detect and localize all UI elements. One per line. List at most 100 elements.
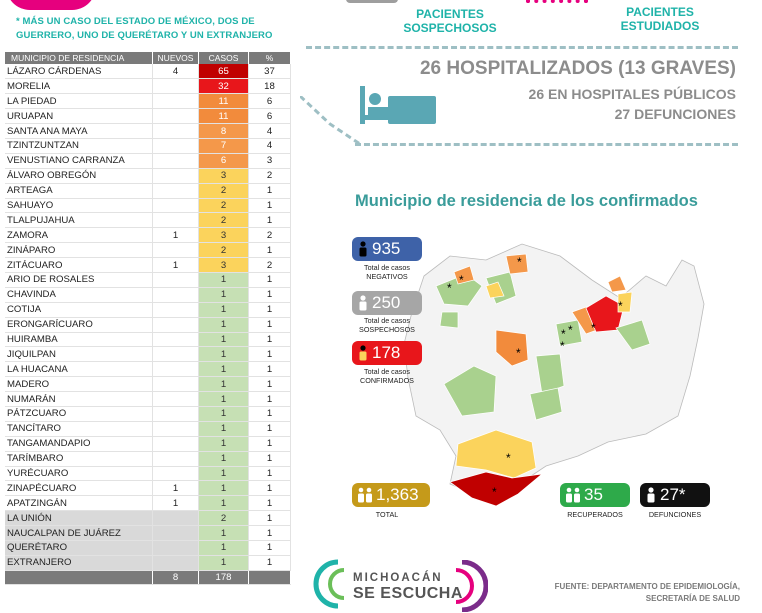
municipio-cell: SAHUAYO bbox=[5, 198, 153, 214]
total-nuevos: 8 bbox=[152, 570, 199, 585]
pct-cell: 1 bbox=[248, 183, 291, 199]
table-row: ZAMORA 1 3 2 bbox=[5, 227, 291, 244]
top-bar-pink bbox=[526, 0, 588, 3]
header-casos: CASOS bbox=[198, 52, 249, 64]
municipio-cell: ZINAPÉCUARO bbox=[5, 480, 153, 497]
pct-cell: 1 bbox=[248, 555, 291, 571]
person-icon bbox=[647, 487, 655, 503]
table-row: URUAPAN 11 6 bbox=[5, 108, 291, 125]
pct-cell: 37 bbox=[248, 64, 291, 80]
casos-cell: 1 bbox=[198, 332, 249, 348]
map-star: * bbox=[517, 255, 522, 269]
pct-cell: 1 bbox=[248, 480, 291, 497]
table-row: MORELIA 32 18 bbox=[5, 78, 291, 95]
casos-cell: 1 bbox=[198, 421, 249, 437]
casos-cell: 6 bbox=[198, 153, 249, 169]
defunciones-text: 27 DEFUNCIONES bbox=[614, 106, 736, 122]
nuevos-cell: 1 bbox=[152, 227, 199, 244]
table-row: TANGAMANDAPIO 1 1 bbox=[5, 436, 291, 452]
map-region-red bbox=[585, 295, 625, 333]
table-row: CHAVINDA 1 1 bbox=[5, 287, 291, 303]
hospitales-publicos-text: 26 EN HOSPITALES PÚBLICOS bbox=[528, 86, 736, 102]
casos-cell: 1 bbox=[198, 495, 249, 512]
pct-cell: 1 bbox=[248, 361, 291, 378]
map-star: * bbox=[492, 485, 497, 499]
nuevos-cell bbox=[152, 183, 199, 199]
table-row: YURÉCUARO 1 1 bbox=[5, 466, 291, 482]
municipio-cell: VENUSTIANO CARRANZA bbox=[5, 153, 153, 169]
nuevos-cell bbox=[152, 361, 199, 378]
header-nuevos: NUEVOS bbox=[152, 52, 199, 64]
map-star: * bbox=[568, 323, 573, 337]
casos-cell: 1 bbox=[198, 287, 249, 303]
logo-text-michoacan: MICHOACÁN bbox=[353, 572, 443, 584]
total-casos: 178 bbox=[198, 570, 249, 585]
sospechosos-label: Total de casos SOSPECHOSOS bbox=[359, 316, 415, 334]
pct-cell: 4 bbox=[248, 138, 291, 154]
casos-cell: 1 bbox=[198, 451, 249, 467]
casos-cell: 11 bbox=[198, 108, 249, 125]
table-row: ZITÁCUARO 1 3 2 bbox=[5, 257, 291, 273]
casos-cell: 65 bbox=[198, 64, 249, 80]
pct-cell: 6 bbox=[248, 108, 291, 125]
map-star: * bbox=[560, 339, 565, 353]
map-region-yellow bbox=[455, 429, 537, 479]
casos-cell: 1 bbox=[198, 302, 249, 318]
nuevos-cell bbox=[152, 510, 199, 527]
total-box: 1,363 bbox=[352, 483, 430, 507]
municipio-cell: ZINÁPARO bbox=[5, 242, 153, 259]
map-star: * bbox=[516, 346, 521, 360]
table-row: TZINTZUNTZAN 7 4 bbox=[5, 138, 291, 154]
municipio-cell: ERONGARÍCUARO bbox=[5, 317, 153, 333]
map-star: * bbox=[591, 321, 596, 335]
nuevos-cell bbox=[152, 332, 199, 348]
pct-cell: 1 bbox=[248, 198, 291, 214]
group-icon bbox=[566, 487, 580, 503]
group-icon bbox=[358, 487, 372, 503]
nuevos-cell bbox=[152, 287, 199, 303]
label-estudiados: PACIENTES ESTUDIADOS bbox=[620, 5, 700, 33]
table-row: APATZINGÁN 1 1 1 bbox=[5, 495, 291, 512]
map-region-orange bbox=[607, 275, 627, 293]
municipio-cell: ZAMORA bbox=[5, 227, 153, 244]
casos-cell: 3 bbox=[198, 257, 249, 273]
municipio-cell: TARÍMBARO bbox=[5, 451, 153, 467]
person-icon bbox=[359, 241, 367, 257]
source-line-2: SECRETARÍA DE SALUD bbox=[645, 594, 740, 603]
pct-cell: 1 bbox=[248, 540, 291, 556]
pct-cell: 2 bbox=[248, 227, 291, 244]
municipio-cell: TANCÍTARO bbox=[5, 421, 153, 437]
casos-cell: 1 bbox=[198, 346, 249, 363]
municipio-cell: ZITÁCUARO bbox=[5, 257, 153, 273]
defunciones-label: DEFUNCIONES bbox=[648, 510, 702, 519]
municipio-cell: LÁZARO CÁRDENAS bbox=[5, 64, 153, 80]
label-sospechosos: PACIENTES SOSPECHOSOS bbox=[403, 7, 497, 35]
municipio-cell: LA HUACANA bbox=[5, 361, 153, 378]
pct-cell: 1 bbox=[248, 212, 291, 229]
casos-cell: 2 bbox=[198, 510, 249, 527]
table-row: LA HUACANA 1 1 bbox=[5, 361, 291, 378]
table-row: ARIO DE ROSALES 1 1 bbox=[5, 272, 291, 288]
recuperados-label: RECUPERADOS bbox=[567, 510, 623, 519]
pct-cell: 1 bbox=[248, 510, 291, 527]
total-label bbox=[5, 570, 153, 585]
pct-cell: 1 bbox=[248, 287, 291, 303]
top-bar-grey bbox=[346, 0, 398, 3]
pct-cell: 1 bbox=[248, 495, 291, 512]
map-star: * bbox=[447, 281, 452, 295]
divider-dashed-2 bbox=[355, 143, 738, 146]
pct-cell: 18 bbox=[248, 78, 291, 95]
nuevos-cell bbox=[152, 212, 199, 229]
total-value: 1,363 bbox=[376, 485, 419, 504]
map-region-green bbox=[555, 319, 583, 347]
map-star: * bbox=[459, 273, 464, 287]
casos-cell: 3 bbox=[198, 227, 249, 244]
map-star: * bbox=[506, 451, 511, 465]
map-region-green bbox=[443, 365, 497, 417]
nuevos-cell bbox=[152, 123, 199, 139]
logo-text-se-escucha: SE ESCUCHA bbox=[353, 585, 463, 602]
municipio-cell: SANTA ANA MAYA bbox=[5, 123, 153, 139]
map-region-orange bbox=[505, 253, 529, 275]
michoacan-logo-left bbox=[313, 559, 345, 609]
table-row: SAHUAYO 2 1 bbox=[5, 198, 291, 214]
